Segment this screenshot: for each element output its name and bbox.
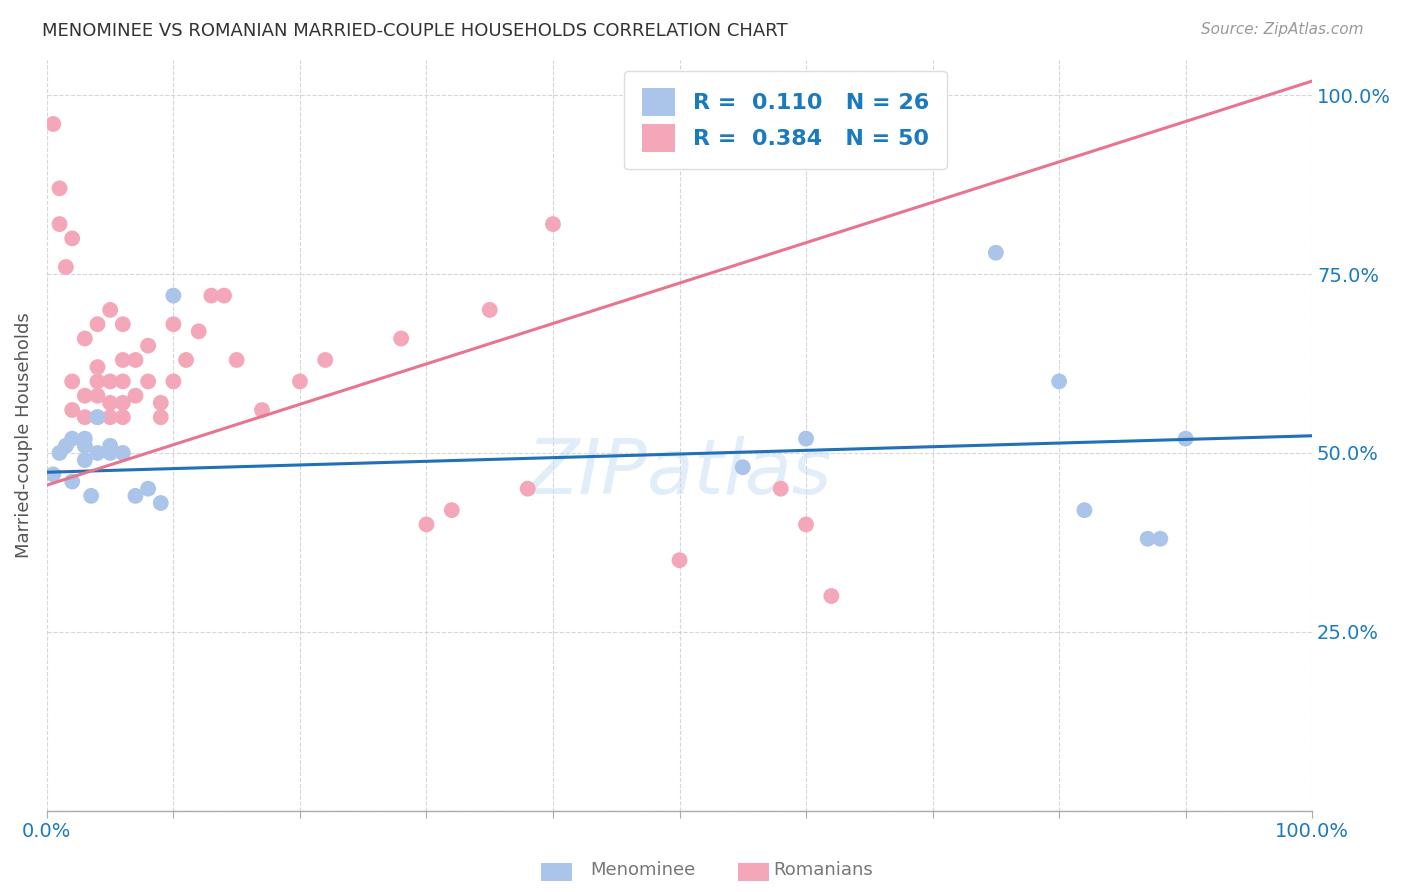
Point <box>314 353 336 368</box>
Point <box>162 317 184 331</box>
Point <box>98 410 121 425</box>
Text: Menominee: Menominee <box>591 861 696 879</box>
Point <box>55 260 77 274</box>
Point <box>769 482 792 496</box>
Point <box>1136 532 1159 546</box>
Point <box>478 302 501 317</box>
Point <box>124 353 146 368</box>
Point <box>111 375 134 389</box>
Point <box>200 288 222 302</box>
Point <box>541 217 564 231</box>
Point <box>389 331 412 345</box>
Point <box>136 339 159 353</box>
Point <box>98 396 121 410</box>
Point <box>250 403 273 417</box>
Point <box>42 467 65 482</box>
Point <box>86 317 108 331</box>
Point <box>86 389 108 403</box>
Point <box>225 353 247 368</box>
Point <box>98 302 121 317</box>
Point <box>80 489 103 503</box>
Point <box>86 360 108 375</box>
Point <box>73 432 96 446</box>
Point <box>1047 375 1070 389</box>
Point <box>48 217 70 231</box>
Point <box>86 375 108 389</box>
Point <box>162 288 184 302</box>
Point <box>1073 503 1095 517</box>
Point <box>98 375 121 389</box>
Point <box>1174 432 1197 446</box>
Point <box>415 517 437 532</box>
Point <box>55 439 77 453</box>
Point <box>86 446 108 460</box>
Point <box>124 389 146 403</box>
Point <box>111 317 134 331</box>
Point <box>42 117 65 131</box>
Point <box>73 410 96 425</box>
Point <box>124 489 146 503</box>
Point <box>73 331 96 345</box>
Point <box>288 375 311 389</box>
Point <box>440 503 463 517</box>
Point <box>73 453 96 467</box>
Text: Source: ZipAtlas.com: Source: ZipAtlas.com <box>1201 22 1364 37</box>
Point <box>731 460 754 475</box>
Point <box>794 517 817 532</box>
Point <box>60 403 83 417</box>
Point <box>98 446 121 460</box>
Point <box>111 410 134 425</box>
Point <box>86 410 108 425</box>
Point <box>149 396 172 410</box>
Point <box>60 231 83 245</box>
Point <box>1149 532 1171 546</box>
Point <box>174 353 197 368</box>
Point <box>98 439 121 453</box>
Point <box>794 432 817 446</box>
Point <box>516 482 538 496</box>
Point <box>162 375 184 389</box>
Point <box>111 396 134 410</box>
Point <box>187 324 209 338</box>
Legend: R =  0.110   N = 26, R =  0.384   N = 50: R = 0.110 N = 26, R = 0.384 N = 50 <box>624 70 946 169</box>
Text: ZIPatlas: ZIPatlas <box>527 435 832 509</box>
Point <box>149 496 172 510</box>
Point <box>60 375 83 389</box>
Point <box>668 553 690 567</box>
Point <box>73 389 96 403</box>
Point <box>48 181 70 195</box>
Point <box>48 446 70 460</box>
Text: MENOMINEE VS ROMANIAN MARRIED-COUPLE HOUSEHOLDS CORRELATION CHART: MENOMINEE VS ROMANIAN MARRIED-COUPLE HOU… <box>42 22 787 40</box>
Point <box>136 482 159 496</box>
Point <box>212 288 235 302</box>
Point <box>60 475 83 489</box>
Point <box>820 589 842 603</box>
Point <box>136 375 159 389</box>
Point <box>73 439 96 453</box>
Point <box>60 432 83 446</box>
Point <box>149 410 172 425</box>
Point <box>111 353 134 368</box>
Point <box>984 245 1007 260</box>
Point <box>111 446 134 460</box>
Point <box>86 410 108 425</box>
Y-axis label: Married-couple Households: Married-couple Households <box>15 312 32 558</box>
Text: Romanians: Romanians <box>773 861 873 879</box>
